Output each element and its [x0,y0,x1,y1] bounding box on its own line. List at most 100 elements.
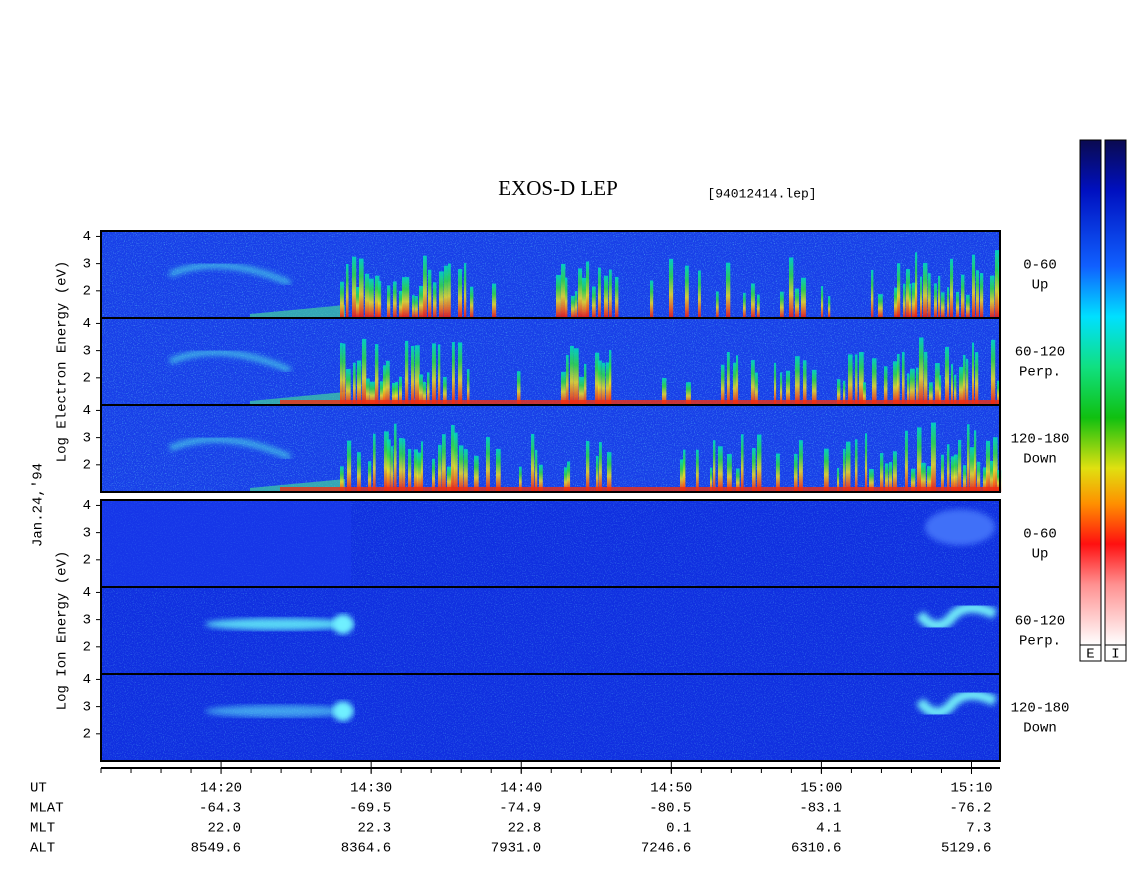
flux-column [696,449,699,492]
noise [101,231,1000,318]
flux-column [405,340,409,405]
spectrogram-panel [101,231,1001,318]
ion-beam-end [333,701,353,722]
flux-column [726,262,731,318]
row-value: -80.5 [649,801,691,817]
flux-column [615,276,619,318]
colorbar-label-box [1079,644,1102,662]
row-label: MLT [30,821,55,837]
flux-column [837,379,841,405]
panel-frame [100,673,1001,762]
colorbar-label: E [1086,647,1094,663]
flux-column [947,444,950,492]
colorbar-label-box [1104,644,1127,662]
y-tick-label: 4 [83,316,91,332]
flux-column [452,342,455,405]
flux-column [365,273,370,318]
flux-column [347,440,352,492]
row-value: 5129.6 [941,841,991,857]
flux-column [606,362,611,405]
flux-column [698,270,701,318]
flux-column [801,277,806,318]
noise [101,674,1000,761]
flux-column [828,296,831,318]
flux-column [902,351,905,405]
flux-column [951,364,954,405]
flux-column [519,466,522,492]
flux-column [972,342,975,405]
flux-column [403,438,406,492]
row-label: MLAT [30,801,64,817]
row-value: 0.1 [666,821,691,837]
x-axis-label: UT [30,781,47,797]
panel-sublabel: Perp. [1019,365,1061,381]
flux-column [343,343,346,405]
flux-column [561,263,566,318]
flux-column [917,427,922,492]
flux-column [386,360,390,405]
flux-column [951,456,956,492]
flux-column [427,372,430,405]
flux-column [786,370,791,405]
flux-column [368,461,372,492]
y-tick-label: 3 [83,525,91,541]
flux-column [974,430,977,492]
flux-column [392,382,397,405]
flux-column [359,258,364,318]
flux-column [956,291,960,318]
flux-column [352,256,357,318]
y-tick-label: 3 [83,612,91,628]
flux-column [967,424,970,492]
x-tick-label: 15:10 [950,781,992,797]
flux-column [369,278,374,318]
flux-column [983,467,988,492]
flux-column [945,346,949,405]
flux-column [843,380,846,405]
flux-column [929,382,933,405]
flux-column [774,362,777,405]
flux-column [686,382,691,405]
row-label: ALT [30,841,55,857]
row-value: 7246.6 [641,841,691,857]
flux-column [373,433,376,492]
flux-column [531,434,535,492]
flux-column [417,452,422,492]
flux-column [444,265,448,318]
colorbar [1104,139,1127,646]
row-value: 22.0 [207,821,241,837]
row-value: 22.3 [358,821,392,837]
spectrogram-panel [101,405,1002,492]
ion-blob [925,509,995,546]
flux-column [966,358,969,405]
y-tick-label: 2 [83,553,91,569]
flux-column [727,454,732,492]
date: Jan.24,'94 [31,463,47,547]
flux-column [346,368,351,405]
flux-column [934,283,937,318]
flux-column [584,363,587,405]
flux-column [595,352,600,405]
flux-column [387,439,391,492]
flux-column [598,267,601,318]
flux-column [741,434,744,492]
flux-column [607,452,612,492]
flux-column [402,277,407,318]
flux-column [353,362,356,405]
y-tick-label: 2 [83,640,91,656]
flux-column [669,258,674,318]
row-value: 6310.6 [791,841,841,857]
flux-column [947,287,950,318]
flux-column [990,275,995,318]
panel-sublabel: Perp. [1019,634,1061,650]
flux-column [927,466,932,492]
noise [101,587,1000,674]
x-tick-label: 14:50 [650,781,692,797]
flux-column [977,461,981,492]
flux-column [897,263,901,318]
flux-column [848,354,853,405]
flux-column [995,250,1000,318]
flux-column [571,295,575,318]
x-tick-label: 14:40 [500,781,542,797]
flux-column [912,282,917,318]
flux-column [878,294,883,318]
